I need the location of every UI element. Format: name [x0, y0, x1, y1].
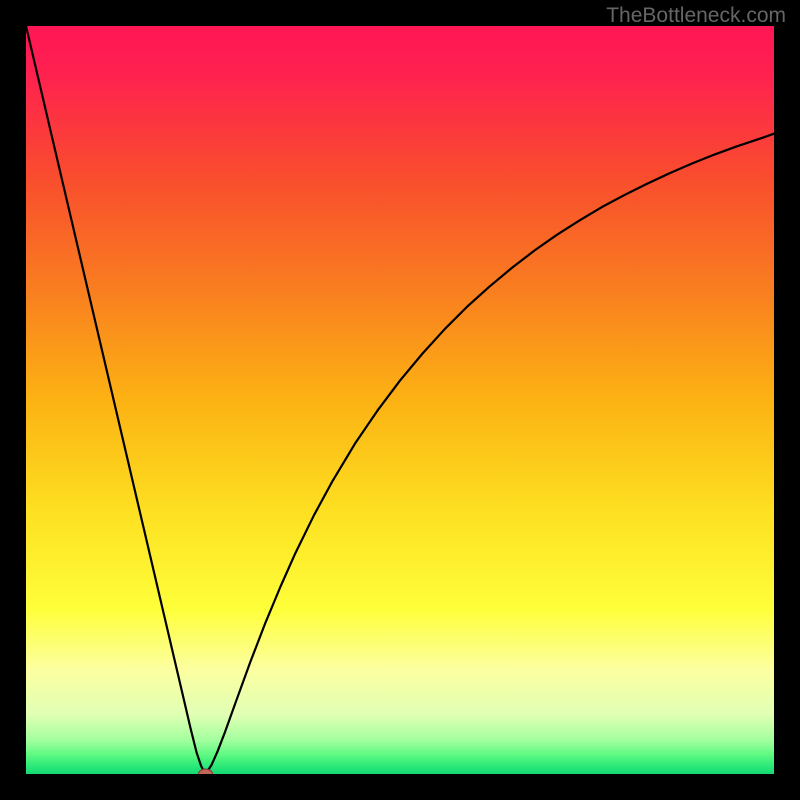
watermark-text: TheBottleneck.com: [606, 4, 786, 28]
chart-background: [26, 26, 774, 774]
chart-plot-area: [26, 26, 774, 774]
chart-svg: [26, 26, 774, 774]
